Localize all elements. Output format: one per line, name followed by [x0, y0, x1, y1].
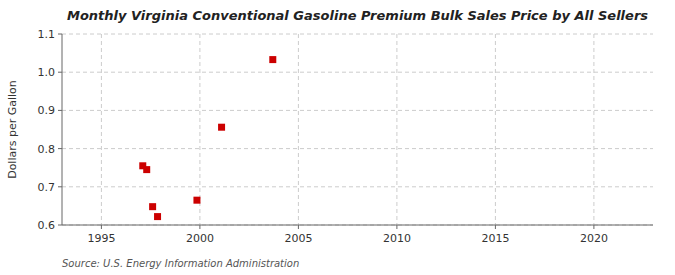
x-grid-line	[298, 34, 299, 225]
y-tick-label: 1.1	[38, 28, 56, 41]
chart-title: Monthly Virginia Conventional Gasoline P…	[67, 8, 648, 23]
x-tick-label: 2000	[186, 232, 214, 245]
x-tick	[298, 225, 299, 229]
scatter-point	[149, 203, 156, 210]
x-grid-line	[396, 34, 397, 225]
scatter-point	[143, 166, 150, 173]
y-grid-line	[62, 72, 653, 73]
x-grid-line	[593, 34, 594, 225]
y-tick-label: 0.7	[38, 181, 56, 194]
y-tick-label: 0.6	[38, 219, 56, 232]
y-grid-line	[62, 225, 653, 226]
y-grid-line	[62, 186, 653, 187]
y-tick	[58, 225, 62, 226]
x-grid-line	[495, 34, 496, 225]
x-tick	[101, 225, 102, 229]
scatter-point	[218, 124, 225, 131]
y-tick-label: 1.0	[38, 66, 56, 79]
x-grid-line	[199, 34, 200, 225]
y-grid-line	[62, 110, 653, 111]
x-tick-label: 2005	[284, 232, 312, 245]
x-tick-label: 1995	[87, 232, 115, 245]
y-tick	[58, 34, 62, 35]
x-tick	[495, 225, 496, 229]
x-tick-label: 2015	[481, 232, 509, 245]
y-tick	[58, 72, 62, 73]
y-grid-line	[62, 34, 653, 35]
x-tick	[199, 225, 200, 229]
y-tick	[58, 110, 62, 111]
scatter-point	[269, 56, 276, 63]
scatter-point	[193, 197, 200, 204]
y-tick-label: 0.8	[38, 143, 56, 156]
y-axis-line	[62, 34, 63, 225]
chart-svg: Monthly Virginia Conventional Gasoline P…	[0, 0, 675, 275]
x-tick-label: 2010	[383, 232, 411, 245]
y-tick	[58, 148, 62, 149]
y-tick	[58, 186, 62, 187]
x-tick	[593, 225, 594, 229]
x-axis-line	[62, 225, 653, 226]
y-axis-label: Dollars per Gallon	[6, 80, 19, 179]
grid	[62, 34, 653, 225]
y-tick-label: 0.9	[38, 104, 56, 117]
source-note: Source: U.S. Energy Information Administ…	[62, 258, 299, 269]
x-tick	[396, 225, 397, 229]
axes: 1995 2000 2005 2010 2015 2020 0.6 0.7 0.8 0.9 1.0 1…	[38, 28, 654, 245]
x-grid-line	[101, 34, 102, 225]
x-tick-label: 2020	[580, 232, 608, 245]
chart-container: Monthly Virginia Conventional Gasoline P…	[0, 0, 675, 275]
y-grid-line	[62, 148, 653, 149]
scatter-point	[154, 213, 161, 220]
points	[139, 56, 276, 220]
